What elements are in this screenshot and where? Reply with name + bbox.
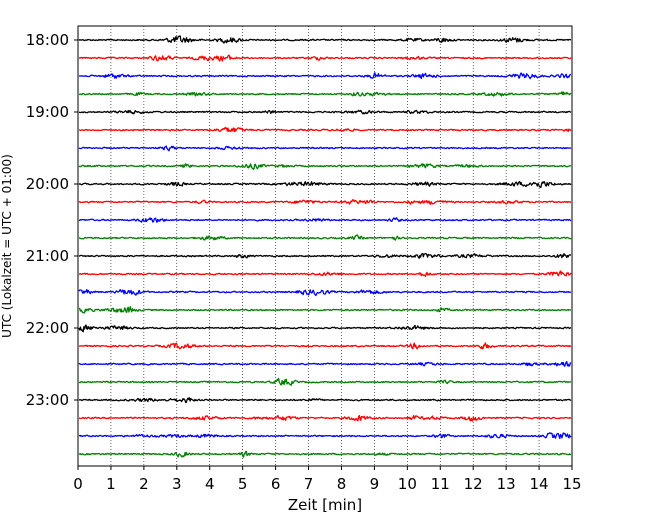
seismogram-trace <box>78 163 571 170</box>
x-tick-label: 13 <box>497 475 516 493</box>
seismogram-trace <box>78 252 572 259</box>
x-tick-label: 5 <box>238 475 248 493</box>
seismogram-trace <box>78 270 572 277</box>
seismogram-trace <box>78 126 572 133</box>
y-axis-label: UTC (Lokalzeit = UTC + 01:00) <box>0 154 14 338</box>
x-tick-label: 14 <box>530 475 549 493</box>
x-tick-label: 8 <box>337 475 347 493</box>
seismogram-trace <box>78 91 572 97</box>
x-tick-label: 0 <box>73 475 83 493</box>
y-tick-label: 23:00 <box>26 391 69 409</box>
x-tick-label: 6 <box>271 475 281 493</box>
seismogram-trace <box>78 324 572 333</box>
x-axis-label: Zeit [min] <box>288 496 362 514</box>
x-tick-label: 4 <box>205 475 215 493</box>
seismogram-trace <box>78 109 572 115</box>
seismogram-traces <box>78 35 572 458</box>
seismogram-trace <box>78 377 572 386</box>
y-tick-label: 19:00 <box>26 103 69 121</box>
seismogram-trace <box>78 288 572 297</box>
y-tick-label: 18:00 <box>26 31 69 49</box>
x-tick-label: 1 <box>106 475 116 493</box>
x-tick-label: 7 <box>304 475 314 493</box>
seismogram-trace <box>78 145 572 152</box>
x-tick-label: 9 <box>370 475 380 493</box>
seismogram-trace <box>78 450 572 458</box>
plot-area <box>78 26 572 466</box>
y-axis-ticks: 18:00 19:00 20:00 21:00 22:00 23:00 <box>26 31 78 409</box>
seismogram-trace <box>78 361 572 367</box>
seismogram-trace <box>78 234 572 241</box>
x-tick-label: 10 <box>398 475 417 493</box>
seismogram-trace <box>78 54 572 62</box>
x-tick-label: 15 <box>562 475 581 493</box>
seismogram-trace <box>78 306 571 314</box>
y-tick-label: 22:00 <box>26 319 69 337</box>
seismogram-trace <box>78 342 572 350</box>
grid-lines <box>110 26 540 466</box>
x-tick-label: 12 <box>464 475 483 493</box>
seismogram-trace <box>78 181 572 189</box>
seismogram-trace <box>78 199 572 205</box>
seismogram-trace <box>78 72 572 80</box>
seismogram-trace <box>78 217 572 223</box>
plot-frame <box>77 25 573 467</box>
x-tick-label: 11 <box>431 475 450 493</box>
y-tick-label: 20:00 <box>26 175 69 193</box>
seismogram-trace <box>78 414 572 422</box>
x-axis-ticks: 0 1 2 3 4 5 6 7 8 9 10 11 12 13 14 15 <box>73 466 582 493</box>
seismogram-trace <box>78 35 572 44</box>
x-tick-label: 3 <box>172 475 182 493</box>
y-tick-label: 21:00 <box>26 247 69 265</box>
seismogram-trace <box>78 432 572 440</box>
x-tick-label: 2 <box>139 475 149 493</box>
seismogram-trace <box>78 397 572 404</box>
